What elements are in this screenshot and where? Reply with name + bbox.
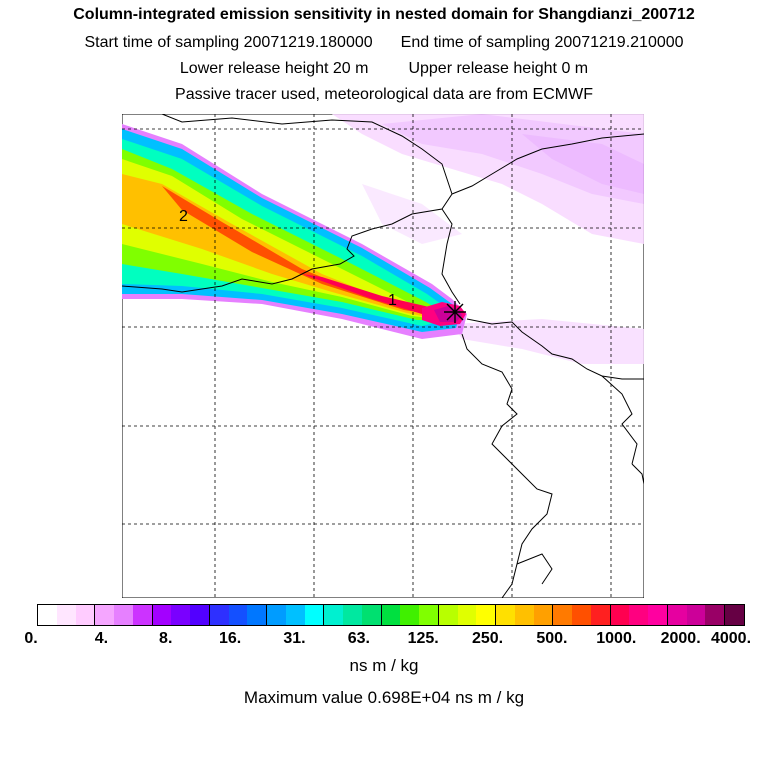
plume [122,124,467,339]
colorbar-swatch [304,605,325,625]
colorbar-tick-label: 16. [218,630,242,647]
colorbar-unit: ns m / kg [349,656,419,675]
colorbar-swatch [572,605,591,625]
maximum-value: Maximum value 0.698E+04 ns m / kg [243,688,525,707]
marker-2: 2 [179,208,188,225]
colorbar-swatch [190,605,210,625]
colorbar-swatch [228,605,248,625]
colorbar-swatch [629,605,648,625]
colorbar-swatch [553,605,572,625]
colorbar-swatch [476,605,496,625]
colorbar-swatch [381,605,401,625]
colorbar-swatch [610,605,630,625]
colorbar-swatch [56,605,76,625]
low-sensitivity-region [332,114,644,364]
colorbar-swatch [361,605,382,625]
coastlines [122,114,644,598]
colorbar-swatch [438,605,458,625]
colorbar-swatch [457,605,477,625]
colorbar-swatch [400,605,419,625]
colorbar-tick-label: 125. [407,630,439,647]
colorbar-tick-label: 4000. [710,630,752,647]
colorbar-swatch [725,605,744,625]
colorbar-tick-label: 63. [347,630,370,647]
marker-1: 1 [388,292,397,309]
colorbar-swatch [95,605,114,625]
start-time: Start time of sampling 20071219.180000 [84,34,373,51]
receptor-star-icon [444,301,466,323]
upper-release-height: Upper release height 0 m [408,60,589,77]
colorbar-tick-label: 500. [536,630,568,647]
colorbar-tick-label: 2000. [660,630,701,647]
colorbar-swatch [496,605,515,625]
colorbar-swatch [648,605,668,625]
colorbar-swatch [324,605,343,625]
colorbar-swatch [171,605,190,625]
colorbar-swatch [590,605,611,625]
colorbar-tick-label: 1000. [596,630,637,647]
graticule [122,114,644,598]
sampling-times: Start time of sampling 20071219.180000 En… [0,34,768,52]
colorbar-swatch [514,605,534,625]
colorbar-labels: 0. 4. 8. 16. 31. 63. 125. 250. 500. 1000. 2000. 400… [0,630,768,650]
release-heights: Lower release height 20 m Upper release h… [0,60,768,78]
colorbar-swatch [132,605,153,625]
colorbar-tick-label: 0. [24,630,38,647]
sensitivity-map: 1 2 [122,114,644,598]
colorbar-swatch [343,605,362,625]
colorbar-swatch [75,605,96,625]
plot-title: Column-integrated emission sensitivity i… [73,6,695,23]
colorbar-swatch [38,605,57,625]
colorbar-swatch [209,605,229,625]
end-time: End time of sampling 20071219.210000 [400,34,684,51]
colorbar-swatch [267,605,286,625]
colorbar-swatch [419,605,439,625]
tracer-info: Passive tracer used, meteorological data… [175,86,593,103]
colorbar-swatch [533,605,554,625]
colorbar-swatch [285,605,305,625]
colorbar-swatch [114,605,133,625]
lower-release-height: Lower release height 20 m [179,60,369,77]
colorbar-swatch [705,605,725,625]
colorbar-tick-label: 250. [471,630,504,647]
colorbar-swatch [667,605,687,625]
colorbar-tick-label: 4. [94,630,109,647]
colorbar-tick-label: 31. [283,630,306,647]
colorbar-tick-label: 8. [159,630,173,647]
colorbar-swatch [152,605,172,625]
colorbar [37,604,745,626]
colorbar-swatch [247,605,267,625]
colorbar-swatch [686,605,706,625]
